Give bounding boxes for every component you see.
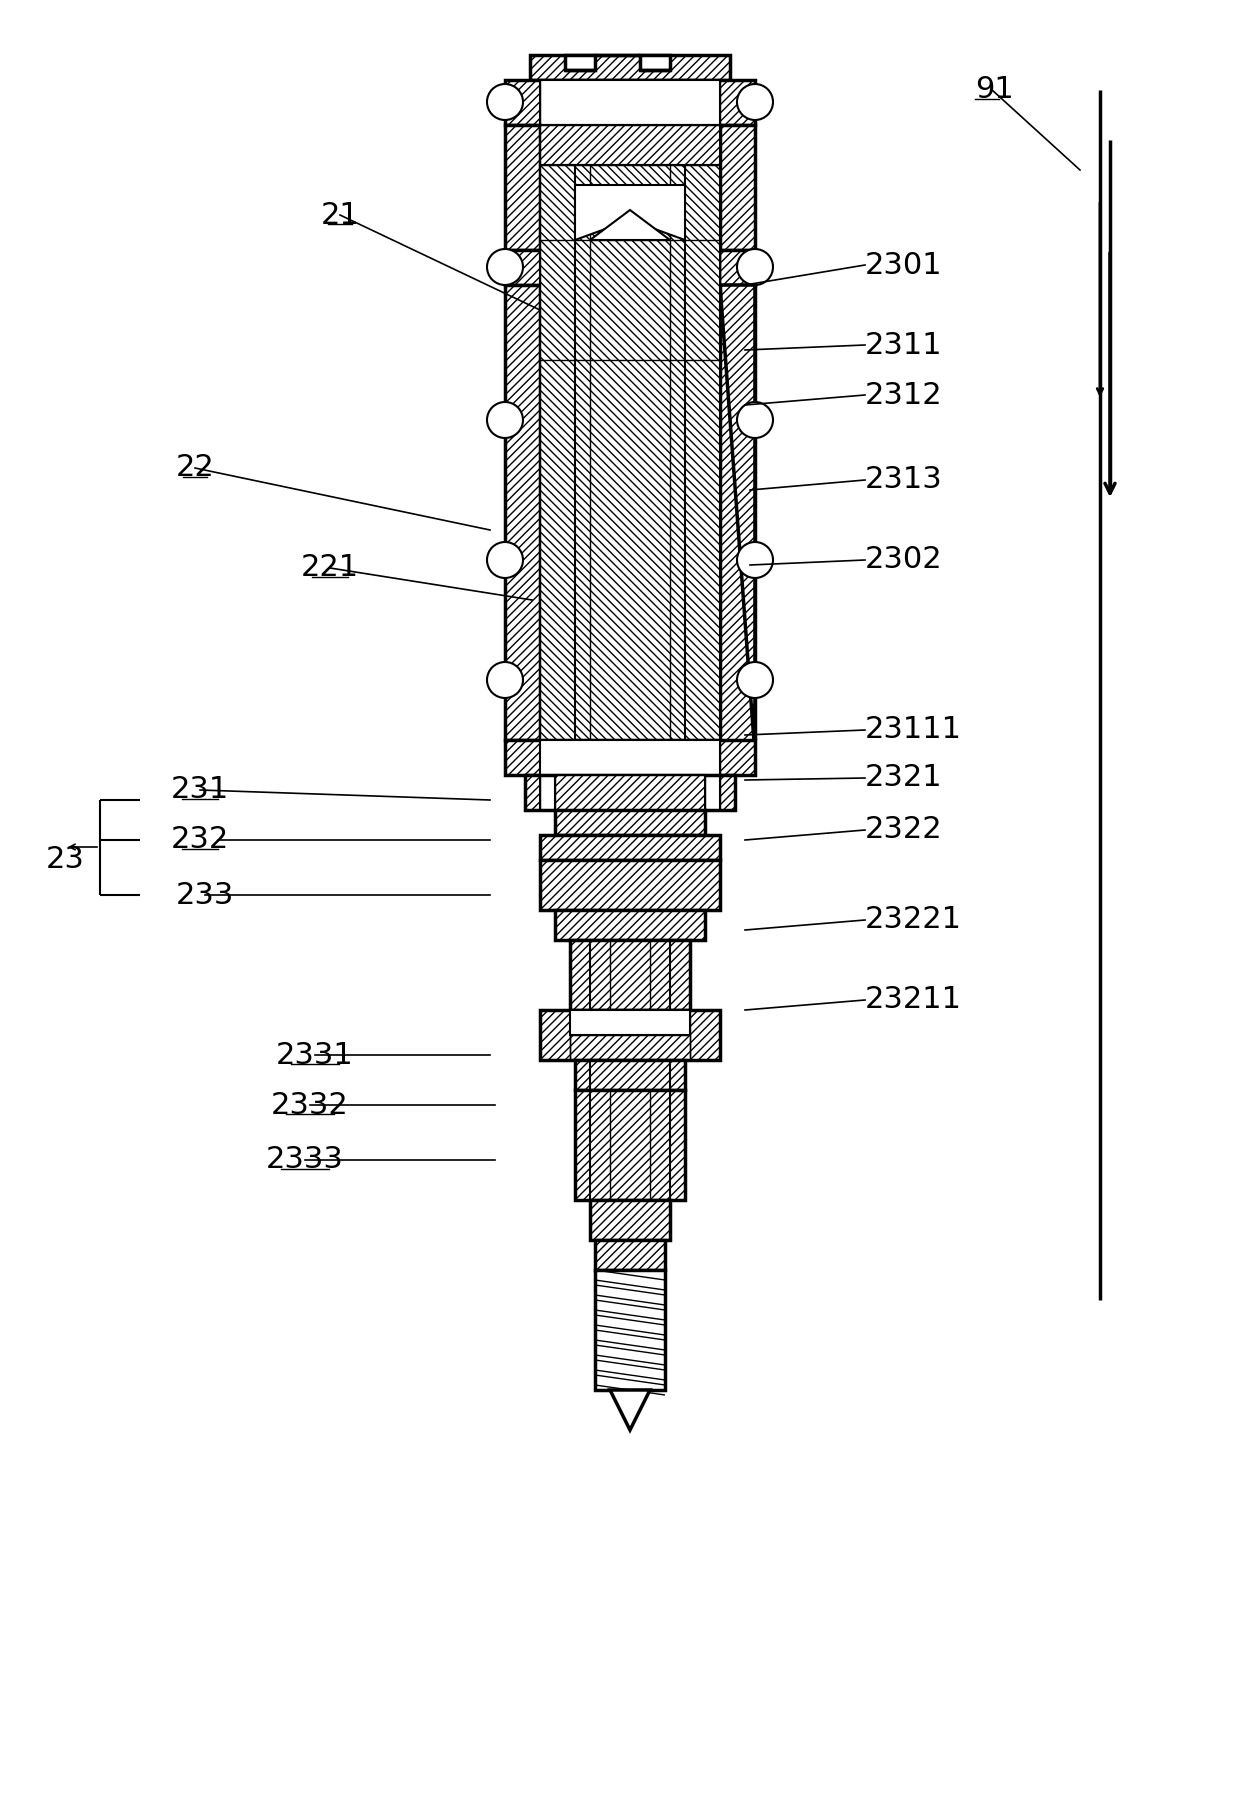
Polygon shape [539,80,720,125]
Polygon shape [595,1271,665,1391]
Bar [539,860,720,911]
Circle shape [737,249,773,285]
Bar [720,251,755,285]
Bar [505,125,539,251]
Bar [720,285,755,740]
Text: 2312: 2312 [866,380,942,409]
Polygon shape [539,740,720,774]
Bar [575,1091,684,1200]
Polygon shape [556,911,706,940]
Circle shape [737,662,773,698]
Text: 21: 21 [321,200,360,229]
Bar [505,80,539,125]
Polygon shape [505,125,539,251]
Text: 22: 22 [176,453,215,482]
Polygon shape [575,1060,684,1091]
Polygon shape [505,80,755,125]
Polygon shape [590,1200,670,1240]
Text: 2301: 2301 [866,251,942,280]
Text: 2321: 2321 [866,764,942,793]
Text: 221: 221 [301,553,360,582]
Bar [720,125,755,251]
Polygon shape [575,185,684,240]
Text: 23: 23 [46,845,84,874]
Polygon shape [539,165,720,740]
Polygon shape [539,860,720,911]
Polygon shape [539,1011,720,1060]
Circle shape [487,84,523,120]
Circle shape [737,402,773,438]
Bar [539,165,720,740]
Polygon shape [539,125,720,165]
Polygon shape [529,55,730,80]
Text: 2332: 2332 [272,1091,348,1120]
Bar [556,811,706,834]
Polygon shape [565,55,595,71]
Bar [575,1060,684,1091]
Polygon shape [590,211,670,240]
Polygon shape [539,834,720,860]
Text: 2302: 2302 [866,545,942,574]
Polygon shape [539,251,720,285]
Text: 2333: 2333 [267,1145,343,1174]
Polygon shape [556,774,706,811]
Bar [590,1200,670,1240]
Polygon shape [640,55,670,71]
Text: 2331: 2331 [277,1040,353,1069]
Polygon shape [505,740,755,774]
Bar [505,740,539,774]
Bar [539,834,720,860]
Text: 2311: 2311 [866,331,942,360]
Bar [570,940,689,1011]
Bar [539,125,720,165]
Bar [505,251,539,285]
Polygon shape [570,940,689,1011]
Text: 231: 231 [171,776,229,805]
Bar [570,1034,689,1060]
Polygon shape [556,811,706,834]
Polygon shape [595,1240,665,1271]
Polygon shape [505,285,539,740]
Bar [529,55,730,80]
Text: 2322: 2322 [866,816,942,845]
Circle shape [737,542,773,578]
Circle shape [487,402,523,438]
Text: 23111: 23111 [866,716,962,745]
Text: 23211: 23211 [866,985,962,1014]
Bar [556,774,706,811]
Text: 23221: 23221 [866,905,962,934]
Bar [556,911,706,940]
Polygon shape [575,1091,684,1200]
Text: 233: 233 [176,880,234,909]
Text: 232: 232 [171,825,229,854]
Bar [539,1011,570,1060]
Bar [505,285,539,740]
Circle shape [737,84,773,120]
Circle shape [487,249,523,285]
Bar [595,1240,665,1271]
Polygon shape [720,125,755,251]
Circle shape [487,662,523,698]
Bar [720,774,735,811]
Bar [525,774,539,811]
Polygon shape [570,1011,689,1034]
Bar [689,1011,720,1060]
Bar [720,740,755,774]
Polygon shape [505,251,755,285]
Circle shape [487,542,523,578]
Polygon shape [610,1391,650,1431]
Text: 91: 91 [975,76,1014,104]
Bar [720,80,755,125]
Polygon shape [525,774,735,811]
Polygon shape [720,285,755,754]
Text: 2313: 2313 [866,465,942,494]
